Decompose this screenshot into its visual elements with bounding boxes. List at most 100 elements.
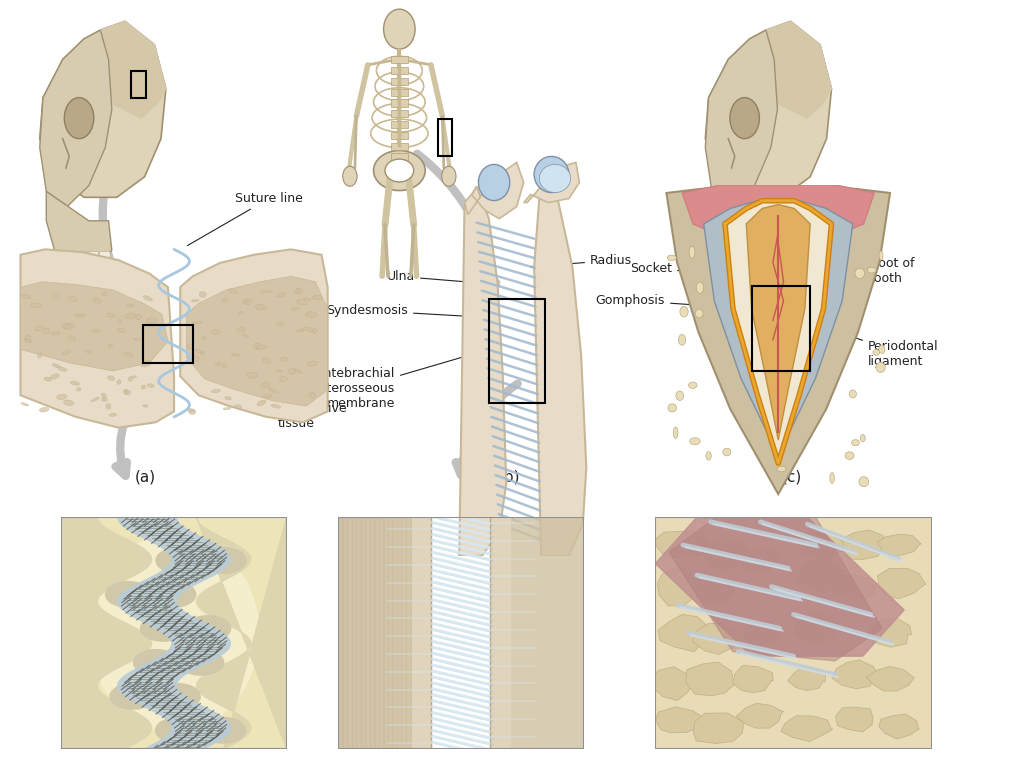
Polygon shape (878, 568, 926, 598)
Polygon shape (657, 566, 705, 606)
Ellipse shape (276, 370, 282, 372)
Ellipse shape (304, 327, 313, 332)
Polygon shape (655, 517, 904, 656)
Ellipse shape (867, 267, 877, 273)
Ellipse shape (385, 159, 414, 182)
Ellipse shape (713, 200, 723, 212)
Polygon shape (706, 30, 777, 206)
Polygon shape (459, 187, 506, 556)
Ellipse shape (44, 377, 51, 381)
Polygon shape (653, 531, 713, 558)
Ellipse shape (52, 364, 60, 368)
Ellipse shape (193, 321, 203, 324)
Polygon shape (866, 618, 911, 647)
Ellipse shape (261, 383, 269, 388)
Bar (415, 517, 420, 749)
Ellipse shape (696, 282, 703, 293)
Ellipse shape (276, 322, 284, 326)
Ellipse shape (51, 332, 60, 335)
Polygon shape (878, 534, 922, 557)
Ellipse shape (62, 350, 71, 355)
Polygon shape (740, 547, 784, 574)
Ellipse shape (837, 191, 846, 200)
Bar (131, 71, 146, 97)
Bar (379, 517, 384, 749)
Polygon shape (140, 616, 185, 641)
Ellipse shape (845, 452, 854, 459)
Ellipse shape (118, 320, 122, 323)
Polygon shape (725, 201, 831, 463)
Polygon shape (733, 665, 773, 692)
Ellipse shape (312, 329, 317, 334)
Bar (411, 517, 416, 749)
Ellipse shape (247, 372, 257, 378)
Polygon shape (682, 185, 874, 247)
Polygon shape (658, 615, 712, 652)
Text: Gomphosis: Gomphosis (596, 294, 723, 307)
Ellipse shape (225, 396, 231, 400)
Ellipse shape (695, 309, 703, 318)
Ellipse shape (90, 535, 259, 732)
Ellipse shape (237, 328, 246, 332)
Polygon shape (156, 718, 201, 743)
Polygon shape (648, 667, 694, 701)
Ellipse shape (256, 305, 266, 310)
Ellipse shape (673, 427, 678, 438)
Ellipse shape (124, 390, 131, 394)
Text: Ulna: Ulna (387, 270, 465, 283)
Ellipse shape (117, 328, 126, 332)
Bar (391, 154, 408, 161)
Ellipse shape (855, 268, 864, 279)
Polygon shape (795, 557, 846, 594)
Bar (391, 67, 408, 74)
Polygon shape (801, 530, 844, 558)
Polygon shape (105, 582, 151, 607)
Bar (366, 517, 370, 749)
Ellipse shape (859, 476, 868, 487)
Ellipse shape (238, 311, 243, 314)
Ellipse shape (25, 340, 32, 343)
Ellipse shape (281, 357, 288, 361)
Bar (391, 56, 408, 63)
Ellipse shape (31, 303, 41, 308)
Ellipse shape (815, 211, 825, 216)
Bar (391, 143, 408, 150)
Ellipse shape (289, 369, 296, 374)
Polygon shape (746, 205, 810, 440)
Bar (424, 517, 429, 749)
Ellipse shape (730, 97, 760, 139)
Bar (388, 517, 392, 749)
Ellipse shape (43, 328, 50, 334)
Bar (391, 100, 408, 107)
Ellipse shape (57, 367, 67, 371)
Bar (490, 517, 510, 749)
Ellipse shape (307, 361, 317, 366)
Polygon shape (667, 185, 890, 494)
Ellipse shape (186, 344, 194, 349)
Ellipse shape (268, 388, 276, 393)
Ellipse shape (384, 9, 415, 49)
Ellipse shape (688, 382, 697, 388)
Ellipse shape (105, 404, 111, 409)
Polygon shape (879, 714, 920, 739)
Ellipse shape (689, 246, 695, 258)
Ellipse shape (257, 400, 266, 406)
Ellipse shape (142, 405, 147, 407)
Polygon shape (706, 22, 831, 198)
Polygon shape (830, 575, 876, 599)
Polygon shape (156, 684, 201, 709)
Polygon shape (831, 660, 878, 689)
Ellipse shape (91, 397, 99, 401)
Bar (338, 517, 431, 749)
Ellipse shape (92, 329, 100, 333)
Ellipse shape (77, 388, 81, 391)
Polygon shape (178, 650, 223, 675)
Text: Socket: Socket (630, 262, 719, 275)
Ellipse shape (22, 294, 31, 298)
Ellipse shape (71, 381, 80, 385)
Polygon shape (689, 577, 734, 604)
Polygon shape (180, 249, 328, 422)
Ellipse shape (256, 345, 266, 350)
Ellipse shape (146, 318, 157, 323)
Polygon shape (766, 22, 831, 118)
